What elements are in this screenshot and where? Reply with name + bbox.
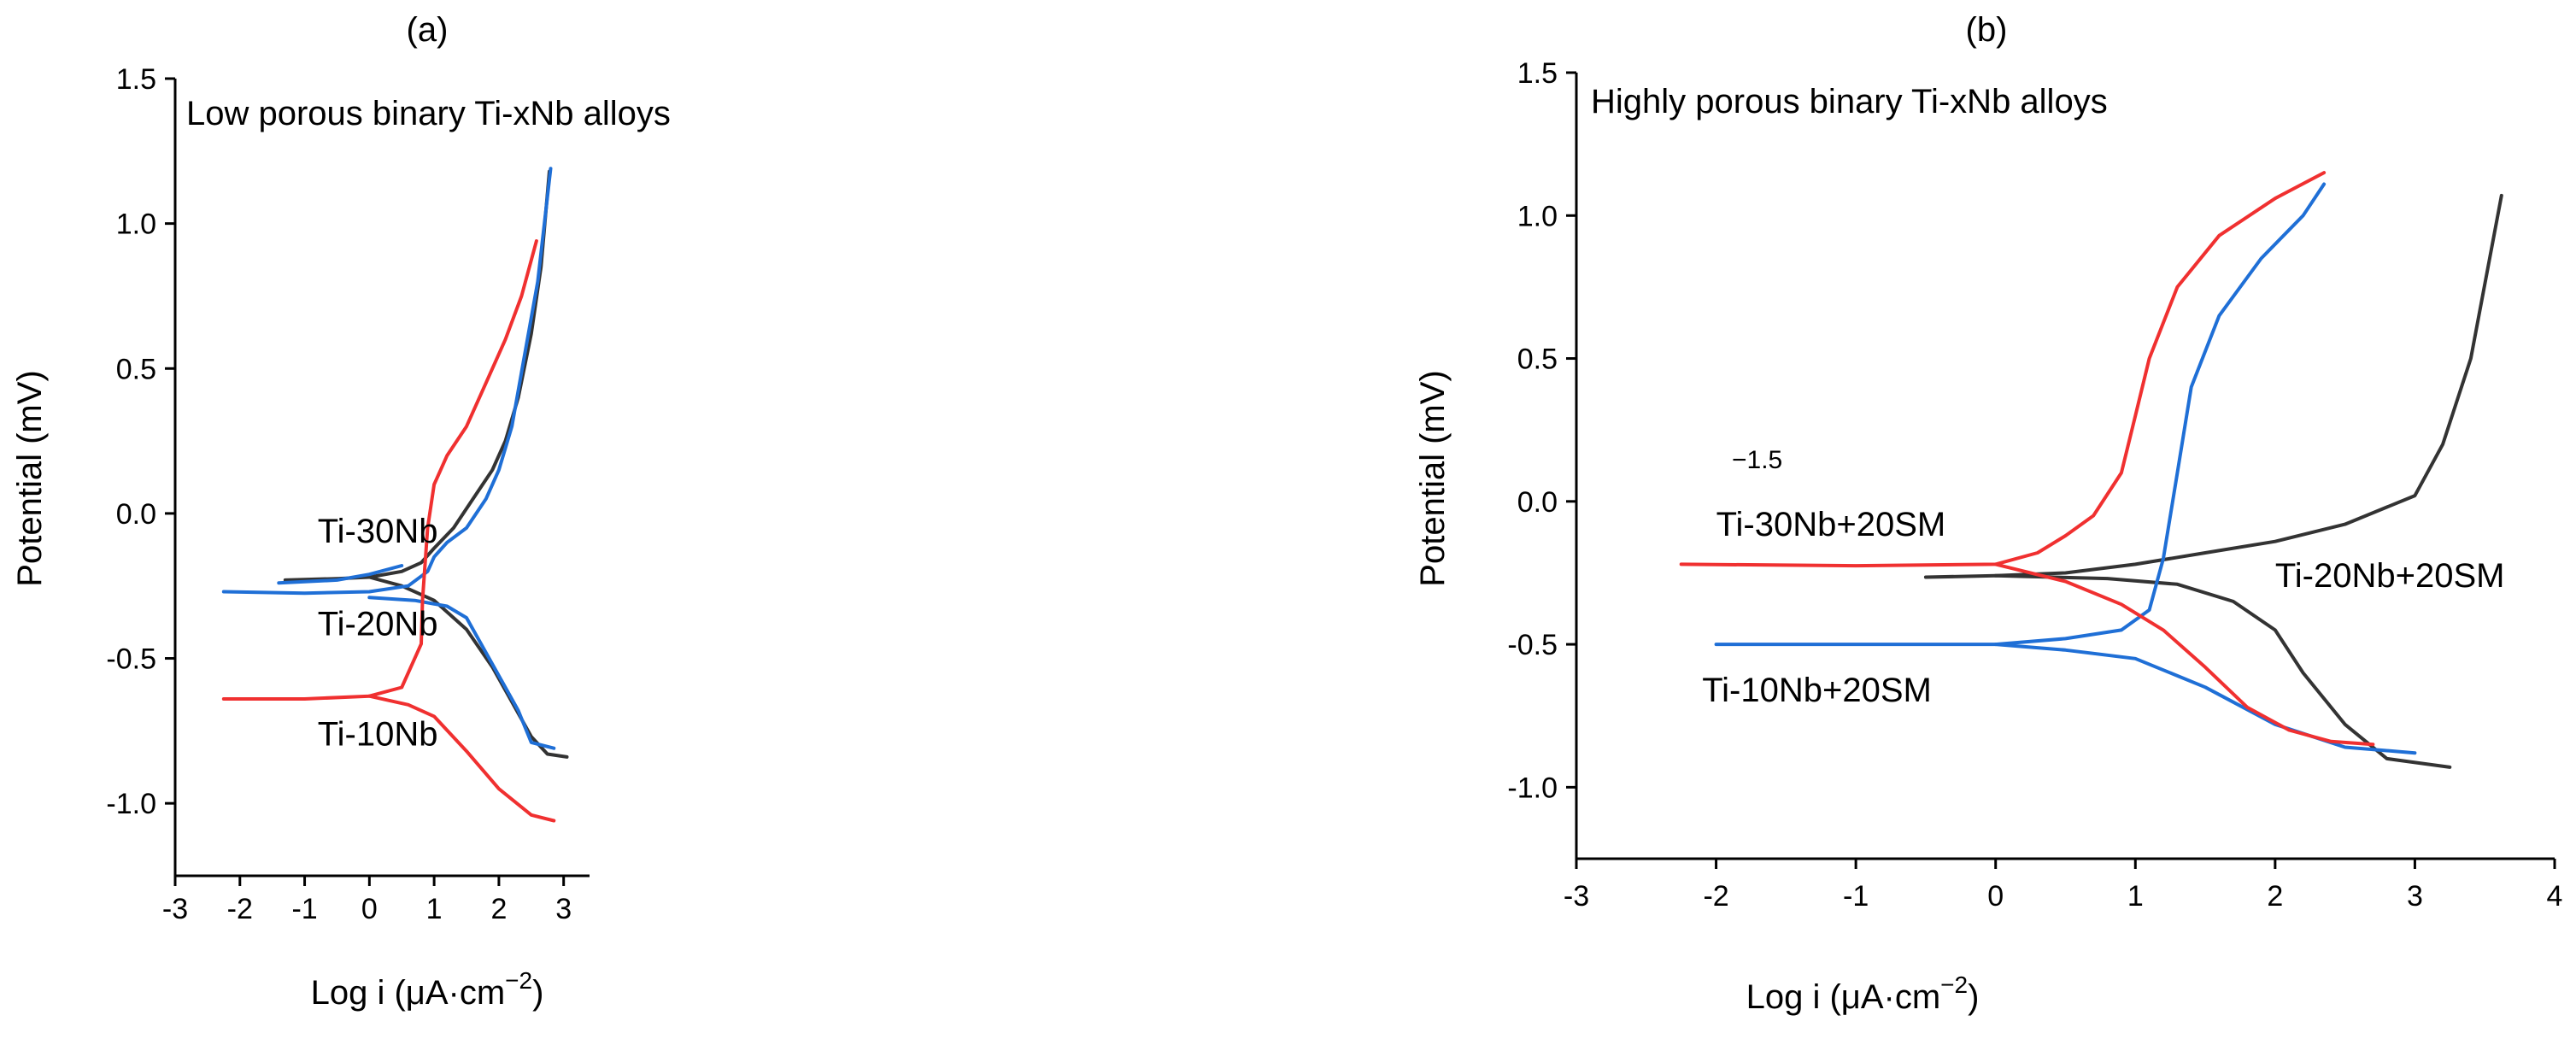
panel-b-x-tick-label: 3 xyxy=(2407,880,2423,913)
panel-a-series-ti-10nb xyxy=(367,694,556,823)
panel-a-x-tick-label: 2 xyxy=(490,893,507,925)
panel-b-annotation-ti-10nb-20sm: Ti-10Nb+20SM xyxy=(1702,672,1932,709)
panel-a-y-tick-label: 1.5 xyxy=(116,63,156,96)
panel-b-xlabel-sup: −2 xyxy=(1940,971,1968,998)
panel-b-xlabel: Log i (μA·cm−2) xyxy=(1746,971,1980,1016)
panel-a-x-tick-label: 3 xyxy=(555,893,572,925)
panel-a-y-tick-label: 0.5 xyxy=(116,353,156,385)
panel-b-xlabel-main: Log i (μA·cm xyxy=(1746,978,1941,1016)
panel-a-annotation-ti-20nb: Ti-20Nb xyxy=(318,605,438,643)
panel-a: (a) Low porous binary Ti-xNb alloys Log … xyxy=(11,11,671,1012)
panel-a-series-ti-20nb xyxy=(221,167,553,596)
panel-a-x-tick-label: -3 xyxy=(162,893,188,925)
panel-b-y-tick-label: 0.5 xyxy=(1517,343,1558,376)
panel-a-annotation-ti-10nb: Ti-10Nb xyxy=(318,715,438,753)
panel-b-series-ti-20nb-20sm xyxy=(1923,193,2503,579)
panel-b-x-tick-label: 2 xyxy=(2267,880,2283,913)
panel-b-ylabel: Potential (mV) xyxy=(1414,370,1452,586)
panel-b-y-tick-label: -0.5 xyxy=(1507,629,1558,661)
panel-a-label: (a) xyxy=(407,11,449,49)
panel-b-series-ti-20nb-20sm xyxy=(1993,573,2452,769)
panel-a-title: Low porous binary Ti-xNb alloys xyxy=(186,95,671,132)
panel-b-x-tick-label: -1 xyxy=(1843,880,1869,913)
panel-a-annotation-ti-30nb: Ti-30Nb xyxy=(318,513,438,550)
panel-b: (b) Highly porous binary Ti-xNb alloys −… xyxy=(1414,11,2562,1016)
panel-b-x-tick-label: 0 xyxy=(1987,880,2004,913)
panel-b-label: (b) xyxy=(1966,11,2008,49)
panel-a-xlabel-close: ) xyxy=(532,974,543,1012)
panel-b-title: Highly porous binary Ti-xNb alloys xyxy=(1591,83,2108,120)
panel-a-series-ti-30nb xyxy=(283,169,551,582)
panel-a-x-tick-label: 1 xyxy=(426,893,443,925)
panel-b-y-tick-label: 0.0 xyxy=(1517,486,1558,519)
panel-b-y-tick-label: 1.5 xyxy=(1517,57,1558,90)
panel-a-y-tick-label: 1.0 xyxy=(116,208,156,241)
panel-b-series-ti-10nb-20sm xyxy=(1993,643,2417,755)
panel-a-y-tick-label: 0.0 xyxy=(116,498,156,531)
panel-b-stray-label: −1.5 xyxy=(1732,446,1782,474)
panel-a-x-tick-label: -2 xyxy=(227,893,253,925)
panel-a-ylabel: Potential (mV) xyxy=(11,370,49,586)
panel-a-y-tick-label: -0.5 xyxy=(106,643,156,676)
panel-b-annotation-ti-20nb-20sm: Ti-20Nb+20SM xyxy=(2275,557,2505,595)
panel-a-xlabel-main: Log i (μA·cm xyxy=(311,974,506,1012)
panel-a-series-ti-20nb xyxy=(277,564,404,585)
panel-b-x-tick-label: -2 xyxy=(1703,880,1728,913)
panel-b-series-ti-30nb-20sm xyxy=(1993,562,2375,747)
panel-b-y-tick-label: -1.0 xyxy=(1507,772,1558,804)
panel-a-x-tick-label: 0 xyxy=(361,893,378,925)
panel-b-annotation-ti-30nb-20sm: Ti-30Nb+20SM xyxy=(1716,506,1946,543)
panel-a-xlabel: Log i (μA·cm−2) xyxy=(311,967,544,1012)
panel-a-series-ti-10nb xyxy=(221,239,538,701)
panel-a-x-tick-label: -1 xyxy=(291,893,317,925)
panel-a-series-ti-20nb xyxy=(367,596,556,750)
panel-b-xlabel-close: ) xyxy=(1968,978,1979,1016)
panel-a-xlabel-sup: −2 xyxy=(505,967,532,994)
panel-b-x-tick-label: 1 xyxy=(2127,880,2144,913)
panel-b-y-tick-label: 1.0 xyxy=(1517,200,1558,232)
panel-b-x-tick-label: 4 xyxy=(2547,880,2563,913)
panel-a-y-tick-label: -1.0 xyxy=(106,788,156,820)
panel-b-x-tick-label: -3 xyxy=(1564,880,1589,913)
